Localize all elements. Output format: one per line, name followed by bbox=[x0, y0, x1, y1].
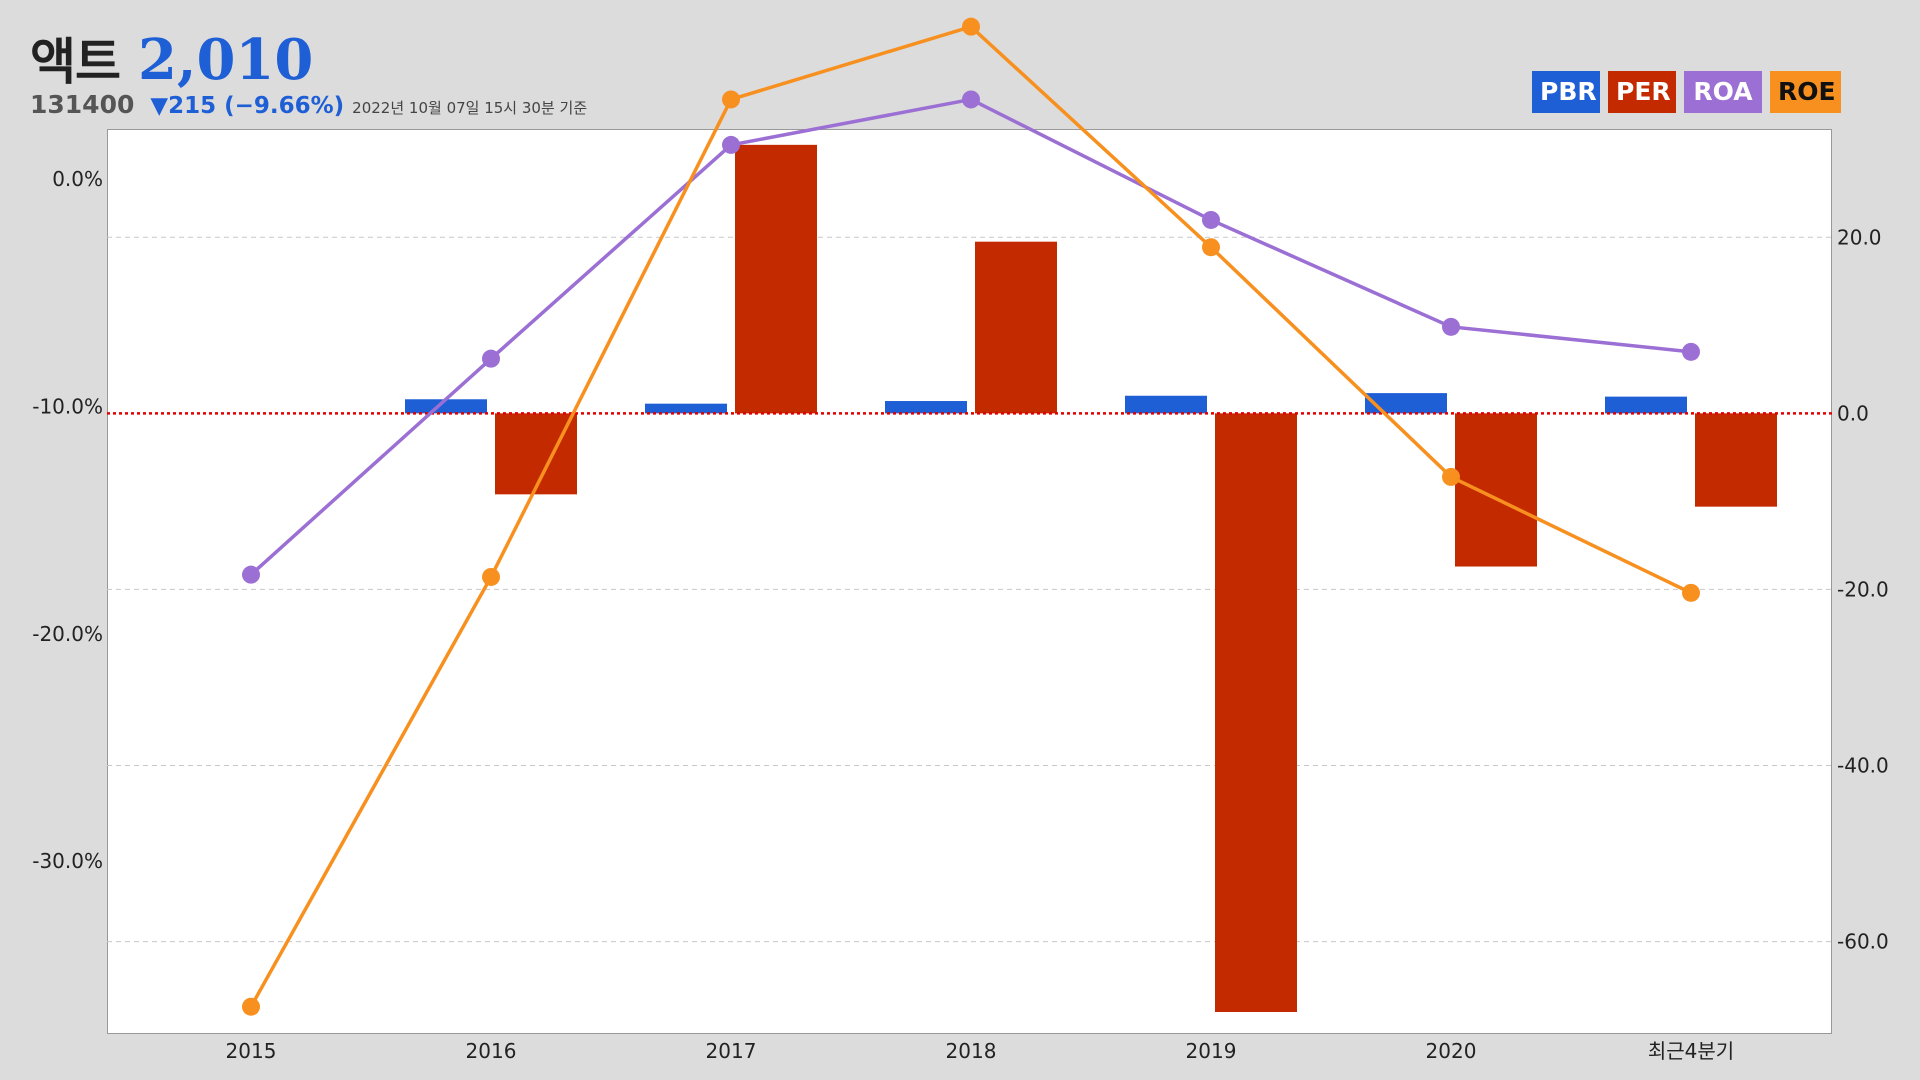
roe-point bbox=[1682, 583, 1700, 602]
roe-point bbox=[962, 17, 980, 36]
stock-code: 131400 bbox=[30, 90, 135, 119]
as-of-timestamp: 2022년 10월 07일 15시 30분 기준 bbox=[352, 99, 588, 117]
right-axis-tick: -20.0 bbox=[1837, 577, 1889, 601]
stock-header: 액트 2,010 131400 ▼215 (−9.66%) 2022년 10월 … bbox=[30, 22, 587, 119]
x-axis-tick: 2019 bbox=[1186, 1039, 1237, 1063]
roa-point bbox=[1202, 210, 1220, 229]
per-bar bbox=[1695, 413, 1777, 507]
legend-per[interactable]: PER bbox=[1608, 71, 1676, 113]
roe-point bbox=[482, 567, 500, 586]
roa-point bbox=[722, 135, 740, 154]
legend-pbr[interactable]: PBR bbox=[1532, 71, 1600, 113]
pbr-bar bbox=[405, 399, 487, 414]
roe-point bbox=[1442, 467, 1460, 486]
pbr-bar bbox=[1125, 395, 1207, 414]
x-axis-tick: 2016 bbox=[466, 1039, 517, 1063]
plot-area bbox=[107, 129, 1832, 1034]
pbr-bar bbox=[885, 401, 967, 414]
per-bar bbox=[495, 413, 577, 495]
left-axis-tick: -10.0% bbox=[32, 394, 103, 418]
x-axis-tick: 2018 bbox=[946, 1039, 997, 1063]
pbr-bar bbox=[1365, 393, 1447, 414]
roe-point bbox=[722, 90, 740, 109]
roa-point bbox=[1442, 317, 1460, 336]
roa-point bbox=[482, 349, 500, 368]
x-axis-tick: 2017 bbox=[706, 1039, 757, 1063]
roa-point bbox=[1682, 342, 1700, 361]
roe-point bbox=[242, 997, 260, 1016]
right-axis-tick: 20.0 bbox=[1837, 225, 1882, 249]
x-axis-tick: 최근4분기 bbox=[1648, 1039, 1734, 1063]
legend-roe[interactable]: ROE bbox=[1770, 71, 1841, 113]
pbr-bar bbox=[1605, 396, 1687, 414]
stock-name: 액트 bbox=[30, 33, 121, 91]
per-bar bbox=[975, 241, 1057, 414]
roa-point bbox=[962, 90, 980, 109]
per-bar bbox=[735, 144, 817, 414]
legend-roa[interactable]: ROA bbox=[1684, 71, 1762, 113]
right-axis-tick: 0.0 bbox=[1837, 401, 1869, 425]
x-axis-tick: 2020 bbox=[1426, 1039, 1477, 1063]
left-axis-tick: -30.0% bbox=[32, 849, 103, 873]
roe-point bbox=[1202, 238, 1220, 257]
per-bar bbox=[1215, 413, 1297, 1012]
left-axis-tick: 0.0% bbox=[52, 167, 103, 191]
stock-price: 2,010 bbox=[138, 27, 314, 93]
pbr-bar bbox=[645, 403, 727, 414]
x-axis-tick: 2015 bbox=[226, 1039, 277, 1063]
right-axis-tick: -40.0 bbox=[1837, 753, 1889, 777]
left-axis-tick: -20.0% bbox=[32, 622, 103, 646]
chart-legend: PBR PER ROA ROE bbox=[1532, 71, 1841, 113]
per-bar bbox=[1455, 413, 1537, 567]
right-axis-tick: -60.0 bbox=[1837, 930, 1889, 954]
price-change: ▼215 (−9.66%) bbox=[150, 93, 345, 119]
roa-point bbox=[242, 565, 260, 584]
